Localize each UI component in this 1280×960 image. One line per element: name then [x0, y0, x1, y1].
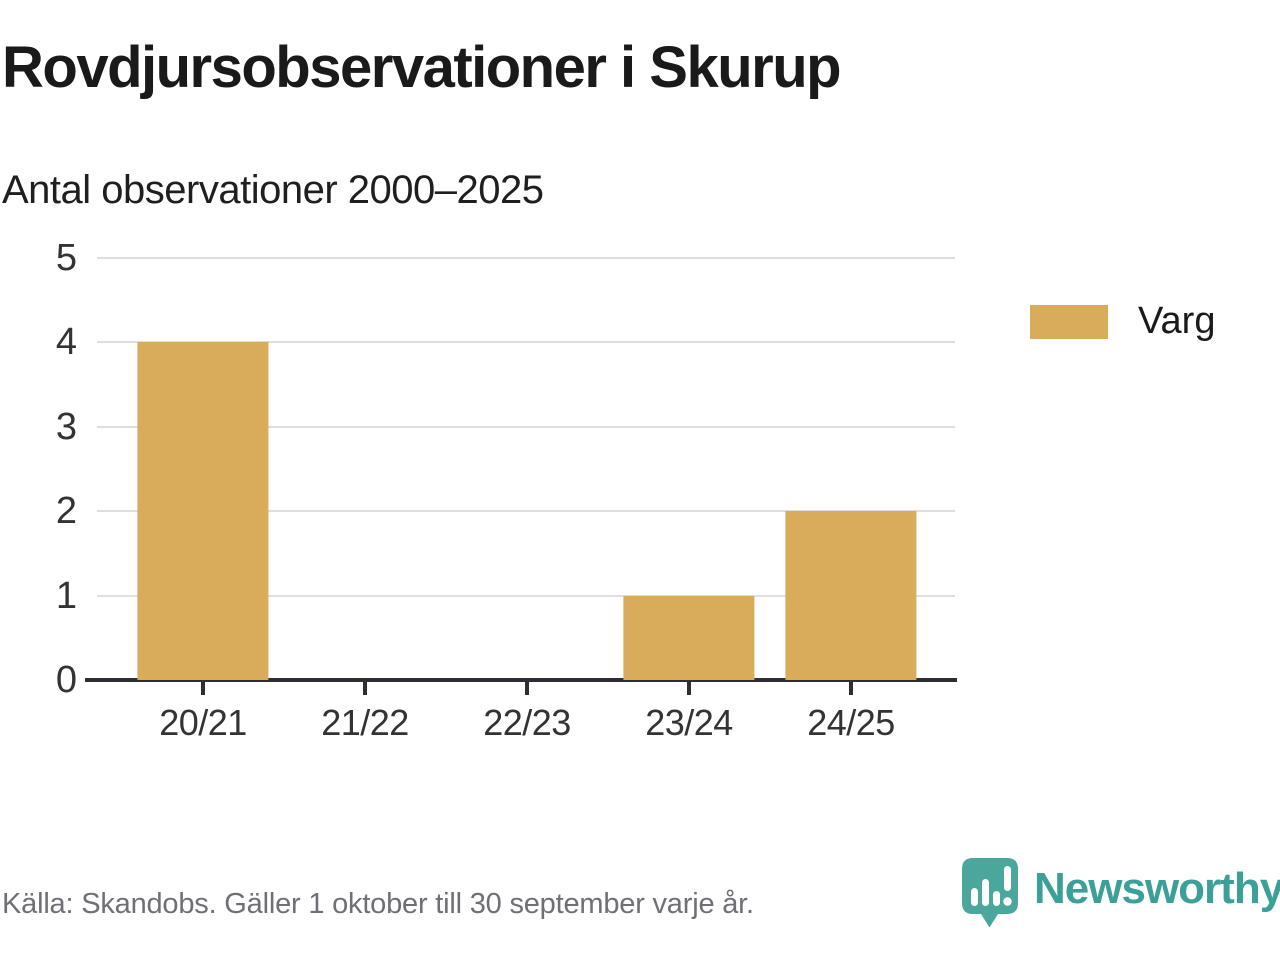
category-band-21-22: 21/22	[284, 258, 446, 743]
x-axis-label-24-25: 24/25	[807, 702, 895, 743]
x-axis-label-23-24: 23/24	[645, 702, 733, 743]
bar-chart-plot-area: 20/21 21/22 22/23 23/24 24/25 0 1 2 3 4 5	[56, 239, 957, 743]
x-axis-label-20-21: 20/21	[159, 702, 247, 743]
brand-name: Newsworthy	[1034, 864, 1280, 913]
x-axis-tick-21-22	[363, 682, 367, 695]
x-axis-tick-22-23	[525, 682, 529, 695]
legend: Varg	[1030, 300, 1215, 343]
source-caption: Källa: Skandobs. Gäller 1 oktober till 3…	[2, 888, 754, 920]
gridline-y-3	[97, 425, 955, 428]
newsworthy-brand: Newsworthy	[962, 858, 1280, 928]
x-axis-tick-24-25	[849, 682, 853, 695]
legend-swatch-varg	[1030, 304, 1108, 339]
y-axis-label-2: 2	[55, 490, 77, 533]
bar-20-21	[137, 342, 269, 680]
y-axis-label-0: 0	[55, 659, 77, 701]
category-band-20-21: 20/21	[122, 258, 284, 743]
legend-label-varg: Varg	[1138, 300, 1216, 342]
gridline-y-5	[97, 257, 955, 259]
x-axis-tick-20-21	[201, 682, 205, 695]
gridline-y-1	[97, 594, 955, 597]
chart-subtitle: Antal observationer 2000–2025	[2, 168, 544, 212]
chart-title: Rovdjursobservationer i Skurup	[2, 35, 842, 100]
x-axis-tick-23-24	[687, 682, 691, 695]
category-band-24-25: 24/25	[770, 258, 932, 743]
y-axis-label-1: 1	[55, 574, 77, 617]
y-axis-label-5: 5	[55, 237, 77, 279]
x-axis-label-22-23: 22/23	[483, 702, 571, 743]
x-axis-label-21-22: 21/22	[321, 702, 409, 743]
speech-bubble-bar-chart-icon	[962, 858, 1018, 928]
bar-series-varg: 20/21 21/22 22/23 23/24 24/25	[122, 258, 932, 743]
gridline-y-4	[97, 341, 955, 344]
category-band-22-23: 22/23	[446, 258, 608, 743]
bar-24-25	[785, 511, 917, 680]
bar-23-24	[623, 595, 755, 680]
gridline-y-2	[97, 510, 955, 513]
category-band-23-24: 23/24	[608, 258, 770, 743]
x-axis-line	[85, 678, 957, 682]
y-axis-label-4: 4	[55, 321, 77, 364]
y-axis-label-3: 3	[55, 405, 77, 448]
